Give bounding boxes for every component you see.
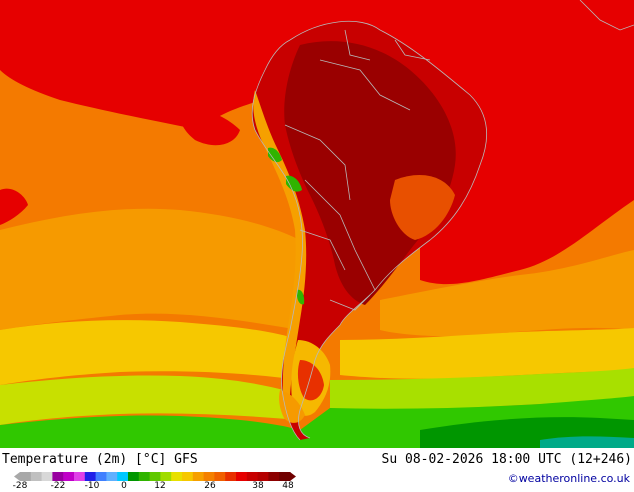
andes-green-patch-1	[268, 147, 282, 163]
antarctic-teal	[540, 436, 634, 448]
red-islet-west	[0, 188, 28, 225]
scale-arrow-left	[14, 472, 20, 481]
ocean-orange-band	[0, 208, 300, 330]
scale-tick-label: 38	[252, 481, 264, 491]
scale-swatch	[225, 472, 237, 481]
lime-band-east	[330, 368, 634, 410]
scale-swatch	[20, 472, 32, 481]
red-islet-east	[179, 108, 240, 146]
scale-swatch	[171, 472, 183, 481]
scale-swatch	[203, 472, 215, 481]
scale-tick-label: 12	[154, 481, 166, 491]
scale-swatch	[84, 472, 97, 481]
color-scale-bar	[14, 472, 296, 481]
temperature-map	[0, 0, 634, 448]
patagonia-red-core	[297, 360, 324, 401]
scale-swatch	[106, 472, 118, 481]
andes-green-patch-2	[286, 175, 302, 192]
scale-arrow-right	[290, 472, 296, 481]
scale-swatch	[149, 472, 161, 481]
scale-tick-label: 26	[204, 481, 216, 491]
scale-swatch	[257, 472, 269, 481]
credit-link[interactable]: ©weatheronline.co.uk	[507, 472, 630, 485]
scale-swatch	[268, 472, 280, 481]
scale-swatch	[138, 472, 151, 481]
scale-tick-label: 48	[282, 481, 294, 491]
map-title: Temperature (2m) [°C] GFS	[2, 452, 198, 467]
scale-swatch	[30, 472, 43, 481]
andes-green-patch-3	[296, 289, 305, 305]
yellow-band	[0, 320, 300, 385]
scale-swatch	[52, 472, 64, 481]
scale-swatch	[236, 472, 248, 481]
scale-swatch	[63, 472, 75, 481]
scale-tick-label: -22	[50, 481, 66, 491]
scale-swatch	[128, 472, 140, 481]
scale-swatch	[214, 472, 226, 481]
scale-tick-label: -28	[12, 481, 28, 491]
tropical-warm-zone	[0, 0, 634, 285]
scale-swatch	[41, 472, 53, 481]
brazil-cooler-patch	[390, 175, 455, 240]
scale-swatch	[182, 472, 194, 481]
scale-swatch	[246, 472, 259, 481]
scale-swatch	[192, 472, 205, 481]
scale-swatch	[279, 472, 291, 481]
map-footer: Temperature (2m) [°C] GFS Su 08-02-2026 …	[0, 448, 634, 492]
lime-band	[0, 375, 300, 425]
color-scale-labels: -28 -22 -10 0 12 26 38 48	[0, 482, 310, 492]
scale-swatch	[117, 472, 129, 481]
map-canvas	[0, 0, 634, 448]
yellow-band-east	[340, 328, 634, 379]
forecast-timestamp: Su 08-02-2026 18:00 UTC (12+246)	[381, 452, 632, 467]
scale-swatch	[74, 472, 86, 481]
ocean-orange-band-east	[380, 250, 634, 337]
andes-coast-orange	[253, 90, 307, 395]
country-borders	[251, 0, 634, 441]
scale-swatch	[95, 472, 107, 481]
scale-swatch	[160, 472, 172, 481]
scale-tick-label: 0	[121, 481, 127, 491]
tierra-del-fuego	[279, 390, 305, 423]
scale-tick-label: -10	[84, 481, 100, 491]
